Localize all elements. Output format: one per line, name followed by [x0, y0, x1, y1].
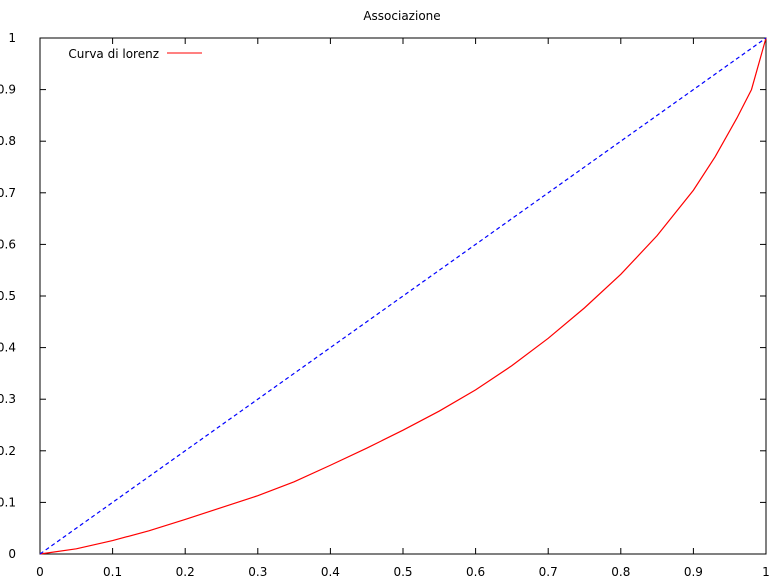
x-tick-label: 1 — [762, 565, 769, 579]
x-tick-label: 0 — [36, 565, 44, 579]
y-tick-label: 0 — [8, 547, 16, 561]
legend: Curva di lorenz — [68, 47, 202, 61]
x-tick-label: 0.6 — [466, 565, 485, 579]
y-tick-label: 0.2 — [0, 444, 16, 458]
y-tick-label: 0.5 — [0, 289, 16, 303]
series-layer — [39, 37, 767, 555]
legend-label-lorenz: Curva di lorenz — [68, 47, 159, 61]
y-tick-label: 0.6 — [0, 237, 16, 251]
y-tick-label: 0.4 — [0, 341, 16, 355]
x-tick-label: 0.2 — [176, 565, 195, 579]
y-tick-label: 0.9 — [0, 83, 16, 97]
x-tick-label: 0.5 — [393, 565, 412, 579]
y-tick-label: 1 — [8, 31, 16, 45]
axis-ticks: 0 0.1 0.2 0.3 0.4 0.5 0.6 0.7 0.8 0.9 1 0 0.1 0.2 0.3 0… — [0, 31, 769, 579]
x-tick-label: 0.7 — [539, 565, 558, 579]
x-tick-label: 0.1 — [103, 565, 122, 579]
y-tick-label: 0.1 — [0, 495, 16, 509]
y-tick-label: 0.3 — [0, 392, 16, 406]
x-tick-label: 0.8 — [611, 565, 630, 579]
y-tick-label: 0.8 — [0, 134, 16, 148]
lorenz-curve-line — [39, 37, 767, 555]
x-tick-label: 0.9 — [684, 565, 703, 579]
equality-diagonal-line — [39, 37, 767, 555]
x-tick-label: 0.4 — [321, 565, 340, 579]
x-tick-label: 0.3 — [248, 565, 267, 579]
y-tick-label: 0.7 — [0, 186, 16, 200]
chart-title: Associazione — [363, 9, 440, 23]
